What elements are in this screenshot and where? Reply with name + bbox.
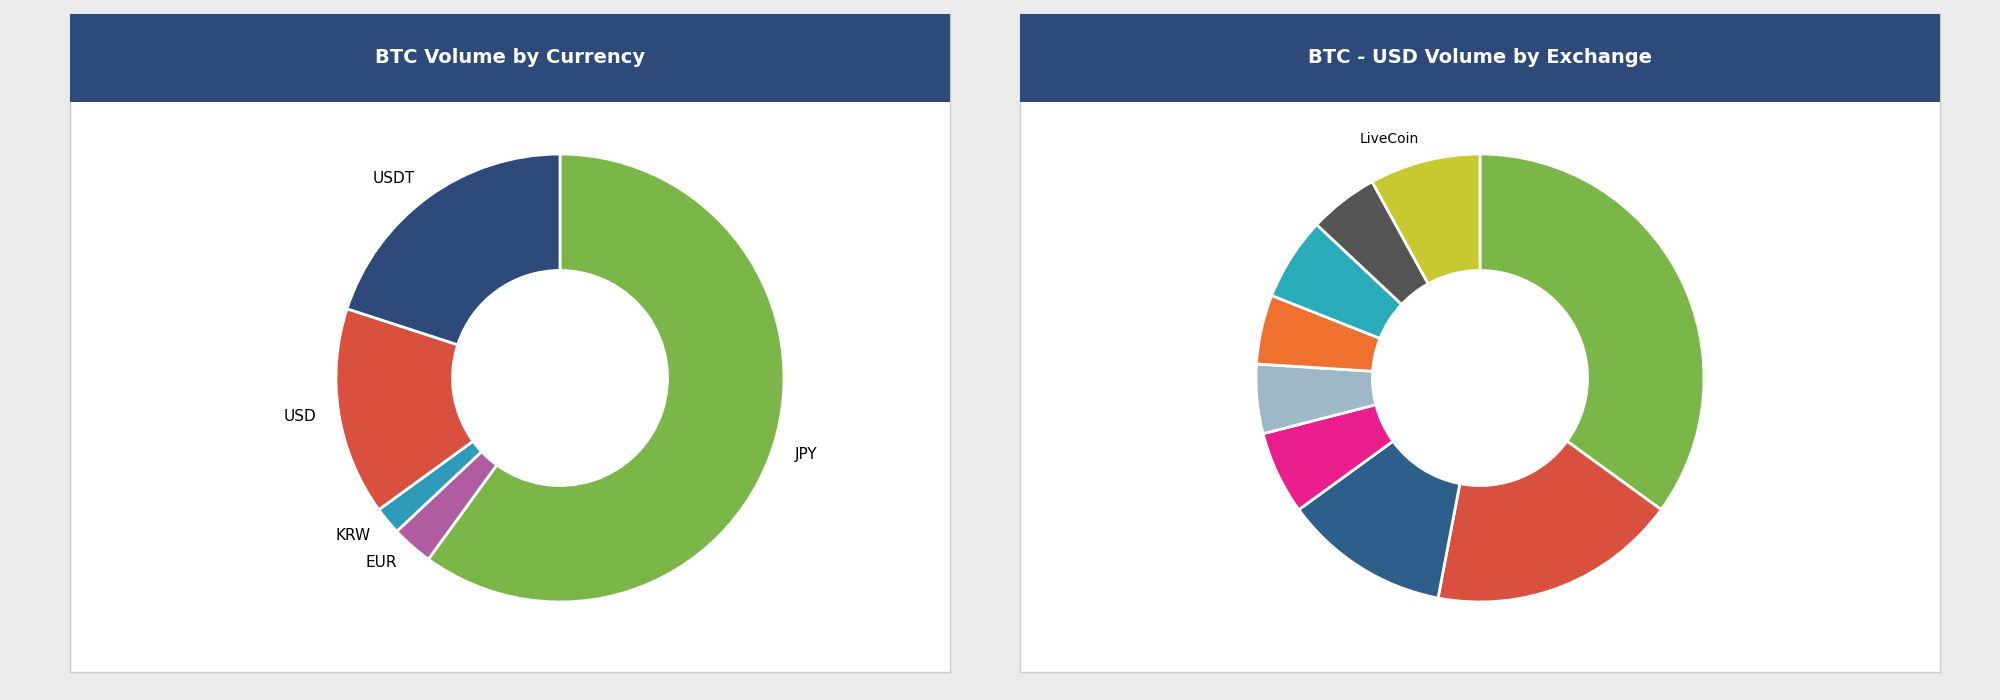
Wedge shape — [428, 154, 784, 602]
Wedge shape — [1372, 154, 1480, 284]
Text: USD: USD — [284, 409, 316, 424]
Text: USDT: USDT — [374, 172, 416, 186]
Wedge shape — [378, 441, 482, 531]
Wedge shape — [396, 452, 496, 559]
Wedge shape — [1438, 441, 1662, 602]
Text: JPY: JPY — [794, 447, 816, 461]
Text: KRW: KRW — [336, 528, 370, 542]
Text: Bitfinex: Bitfinex — [1700, 259, 1752, 273]
Text: BTC Volume by Currency: BTC Volume by Currency — [374, 48, 646, 67]
Text: Gemini: Gemini — [1222, 239, 1272, 253]
Text: Neraex: Neraex — [1184, 394, 1234, 408]
Wedge shape — [1256, 295, 1380, 371]
Wedge shape — [1316, 182, 1428, 304]
Wedge shape — [1272, 225, 1402, 338]
Text: itBit: itBit — [1212, 317, 1240, 331]
Wedge shape — [346, 154, 560, 345]
Text: LiveCoin: LiveCoin — [1360, 132, 1418, 146]
Wedge shape — [336, 309, 474, 510]
Wedge shape — [1264, 405, 1394, 510]
Text: Simex: Simex — [1286, 176, 1328, 190]
Text: Coinbase: Coinbase — [1570, 600, 1634, 614]
Wedge shape — [1298, 441, 1460, 598]
Wedge shape — [1256, 364, 1376, 434]
Text: Bitstamp: Bitstamp — [1286, 579, 1348, 593]
Wedge shape — [1480, 154, 1704, 510]
Text: Kraken: Kraken — [1208, 476, 1258, 490]
Text: EUR: EUR — [366, 555, 398, 570]
Text: BTC - USD Volume by Exchange: BTC - USD Volume by Exchange — [1308, 48, 1652, 67]
